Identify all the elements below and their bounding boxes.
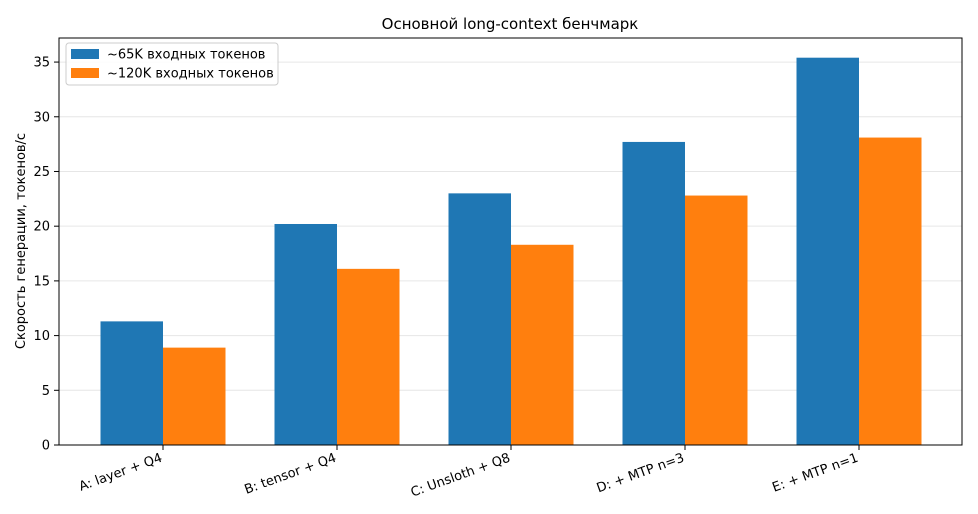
bar-series2-4 — [859, 137, 922, 445]
y-tick-label: 35 — [33, 56, 50, 71]
legend-swatch-2 — [71, 68, 99, 78]
y-tick-label: 10 — [33, 329, 50, 344]
y-tick-label: 5 — [42, 384, 50, 399]
bar-series1-2 — [448, 193, 511, 445]
bar-series2-2 — [511, 244, 574, 445]
bar-series1-0 — [100, 321, 163, 445]
chart-title: Основной long-context бенчмарк — [382, 15, 639, 33]
y-tick-label: 25 — [33, 165, 50, 180]
x-tick-label: B: tensor + Q4 — [243, 451, 339, 498]
y-axis-label: Скорость генерации, токенов/с — [14, 133, 29, 349]
bar-series2-3 — [685, 195, 748, 445]
bar-series2-0 — [163, 347, 226, 445]
x-tick-label: D: + MTP n=3 — [595, 451, 687, 497]
y-tick-label: 20 — [33, 220, 50, 235]
bar-series1-1 — [274, 223, 337, 445]
x-tick-label: C: Unsloth + Q8 — [409, 451, 513, 501]
y-tick-label: 30 — [33, 110, 50, 125]
bars — [100, 57, 922, 446]
y-axis: 0 5 10 15 20 25 30 35 — [33, 56, 59, 454]
x-tick-label: A: layer + Q4 — [77, 451, 164, 495]
x-tick-label: E: + MTP n=1 — [770, 451, 860, 496]
y-tick-label: 0 — [42, 439, 50, 454]
bar-series2-1 — [337, 268, 400, 445]
legend-swatch-1 — [71, 49, 99, 59]
legend: ~65K входных токенов ~120K входных токено… — [65, 42, 279, 86]
legend-box — [65, 42, 279, 86]
x-axis: A: layer + Q4 B: tensor + Q4 C: Unsloth + … — [77, 445, 860, 501]
bar-series1-3 — [622, 141, 685, 445]
legend-label-1: ~65K входных токенов — [107, 48, 265, 63]
y-tick-label: 15 — [33, 274, 50, 289]
bar-series1-4 — [796, 57, 859, 446]
legend-label-2: ~120K входных токенов — [107, 67, 274, 82]
